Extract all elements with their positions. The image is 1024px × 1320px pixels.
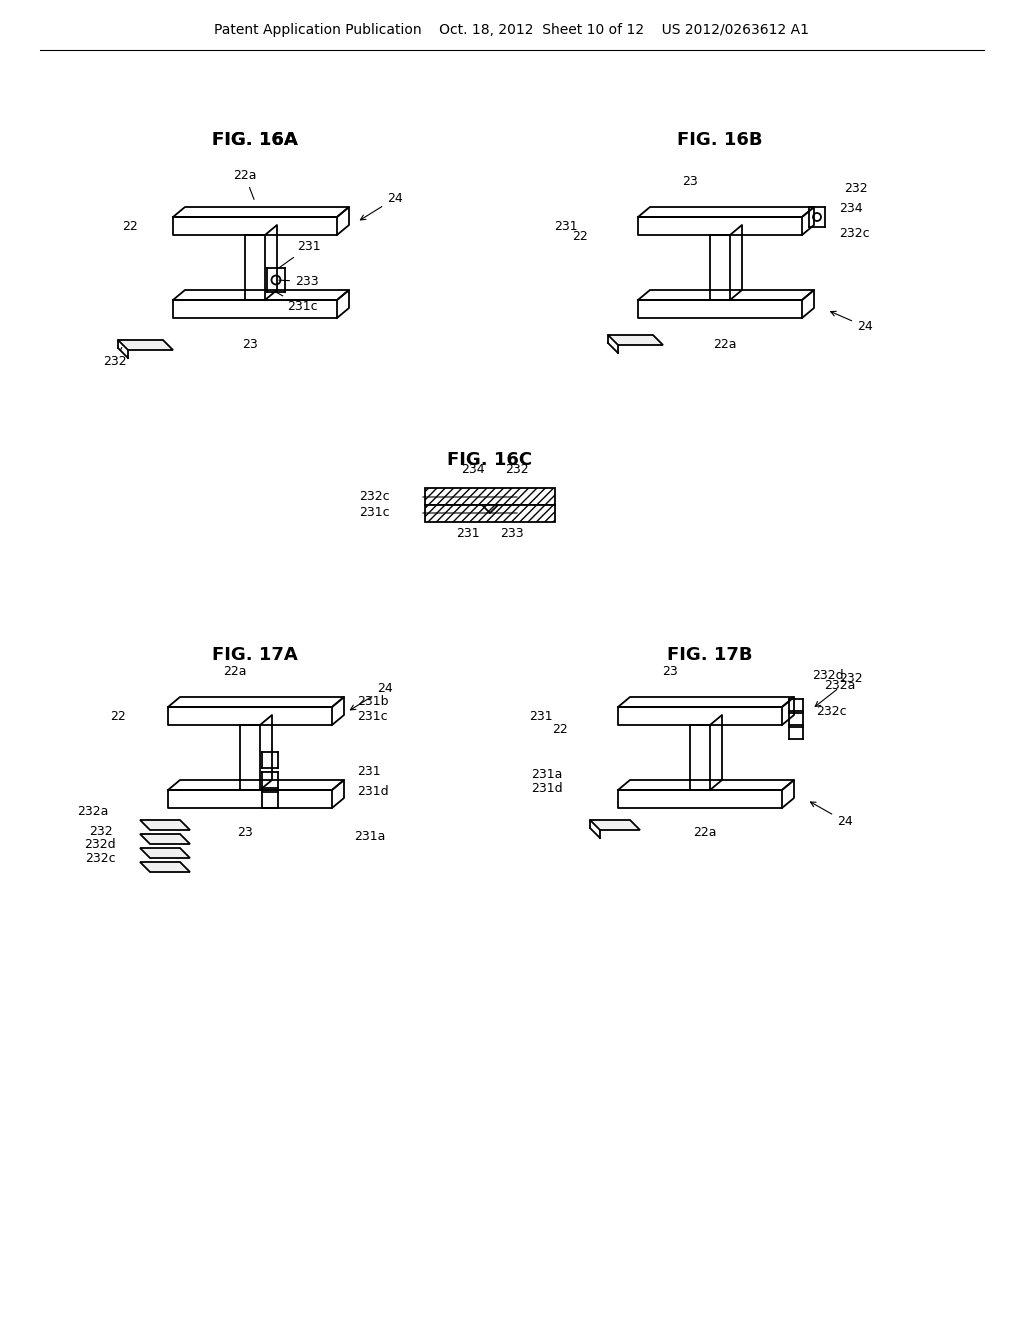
Text: 22a: 22a [223,665,247,678]
Text: 231c: 231c [359,507,390,520]
Text: 23: 23 [242,338,258,351]
Text: FIG. 16A: FIG. 16A [212,131,298,149]
Text: 232: 232 [815,672,862,706]
Polygon shape [140,862,190,873]
Polygon shape [118,341,173,350]
Text: 24: 24 [830,312,872,333]
Text: 24: 24 [360,191,402,220]
Text: 24: 24 [810,803,853,828]
Text: 233: 233 [500,527,523,540]
Text: 232c: 232c [839,227,869,240]
Text: 231c: 231c [357,710,388,723]
Polygon shape [608,335,663,345]
Bar [425,488,555,506]
Text: 232c: 232c [85,851,116,865]
Text: 232: 232 [505,463,528,477]
Text: 22: 22 [552,723,568,737]
Text: 232: 232 [89,825,113,838]
Text: 232d: 232d [84,838,116,851]
Text: 22: 22 [122,220,138,234]
Text: 24: 24 [350,682,393,710]
Text: 22: 22 [111,710,126,723]
Text: 231: 231 [529,710,553,723]
Text: 22a: 22a [714,338,736,351]
Text: 232a: 232a [824,678,855,692]
Text: 23: 23 [663,665,678,678]
Text: 231c: 231c [274,292,317,313]
Text: Patent Application Publication    Oct. 18, 2012  Sheet 10 of 12    US 2012/02636: Patent Application Publication Oct. 18, … [214,22,810,37]
Text: 231d: 231d [531,781,563,795]
Text: 22a: 22a [693,826,717,840]
Text: FIG. 16A: FIG. 16A [212,131,298,149]
Text: 232c: 232c [359,491,390,503]
Text: 231: 231 [554,220,578,234]
Text: 232c: 232c [816,705,847,718]
Text: 23: 23 [238,826,253,840]
Text: FIG. 16B: FIG. 16B [677,131,763,149]
Bar [425,506,555,521]
Text: 231b: 231b [357,696,388,708]
Polygon shape [140,834,190,843]
Text: 22a: 22a [233,169,257,199]
Text: 234: 234 [462,463,485,477]
Text: FIG. 17B: FIG. 17B [668,645,753,664]
Text: 231d: 231d [357,785,389,799]
Text: FIG. 16C: FIG. 16C [447,451,532,469]
Text: 231a: 231a [531,768,563,781]
Text: 232d: 232d [812,669,844,682]
Text: 233: 233 [279,275,318,288]
Text: 234: 234 [839,202,862,215]
Text: 22: 22 [572,230,588,243]
Polygon shape [590,820,640,830]
Text: 231: 231 [457,527,480,540]
Text: 232: 232 [844,182,867,195]
Text: 231: 231 [357,766,381,777]
Polygon shape [140,820,190,830]
Text: 23: 23 [682,176,698,187]
Polygon shape [140,847,190,858]
Text: FIG. 17A: FIG. 17A [212,645,298,664]
Text: 231a: 231a [354,830,385,843]
Text: 232a: 232a [77,805,108,818]
Text: 231: 231 [279,240,321,268]
Text: 232: 232 [103,347,127,368]
